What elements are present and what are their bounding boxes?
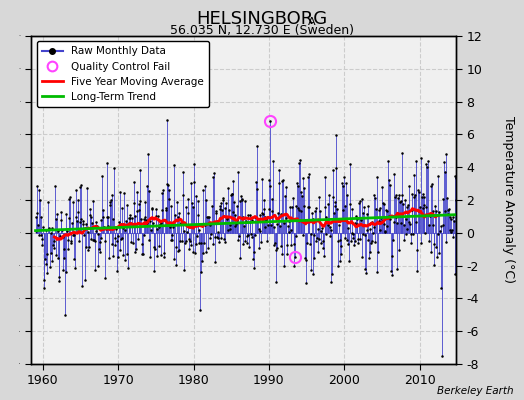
Text: HELSINGBORG: HELSINGBORG	[196, 10, 328, 28]
Text: 56.035 N, 12.730 E (Sweden): 56.035 N, 12.730 E (Sweden)	[170, 24, 354, 37]
Text: Berkeley Earth: Berkeley Earth	[437, 386, 514, 396]
Legend: Raw Monthly Data, Quality Control Fail, Five Year Moving Average, Long-Term Tren: Raw Monthly Data, Quality Control Fail, …	[37, 41, 209, 107]
Text: A: A	[308, 17, 315, 27]
Y-axis label: Temperature Anomaly (°C): Temperature Anomaly (°C)	[501, 116, 515, 284]
